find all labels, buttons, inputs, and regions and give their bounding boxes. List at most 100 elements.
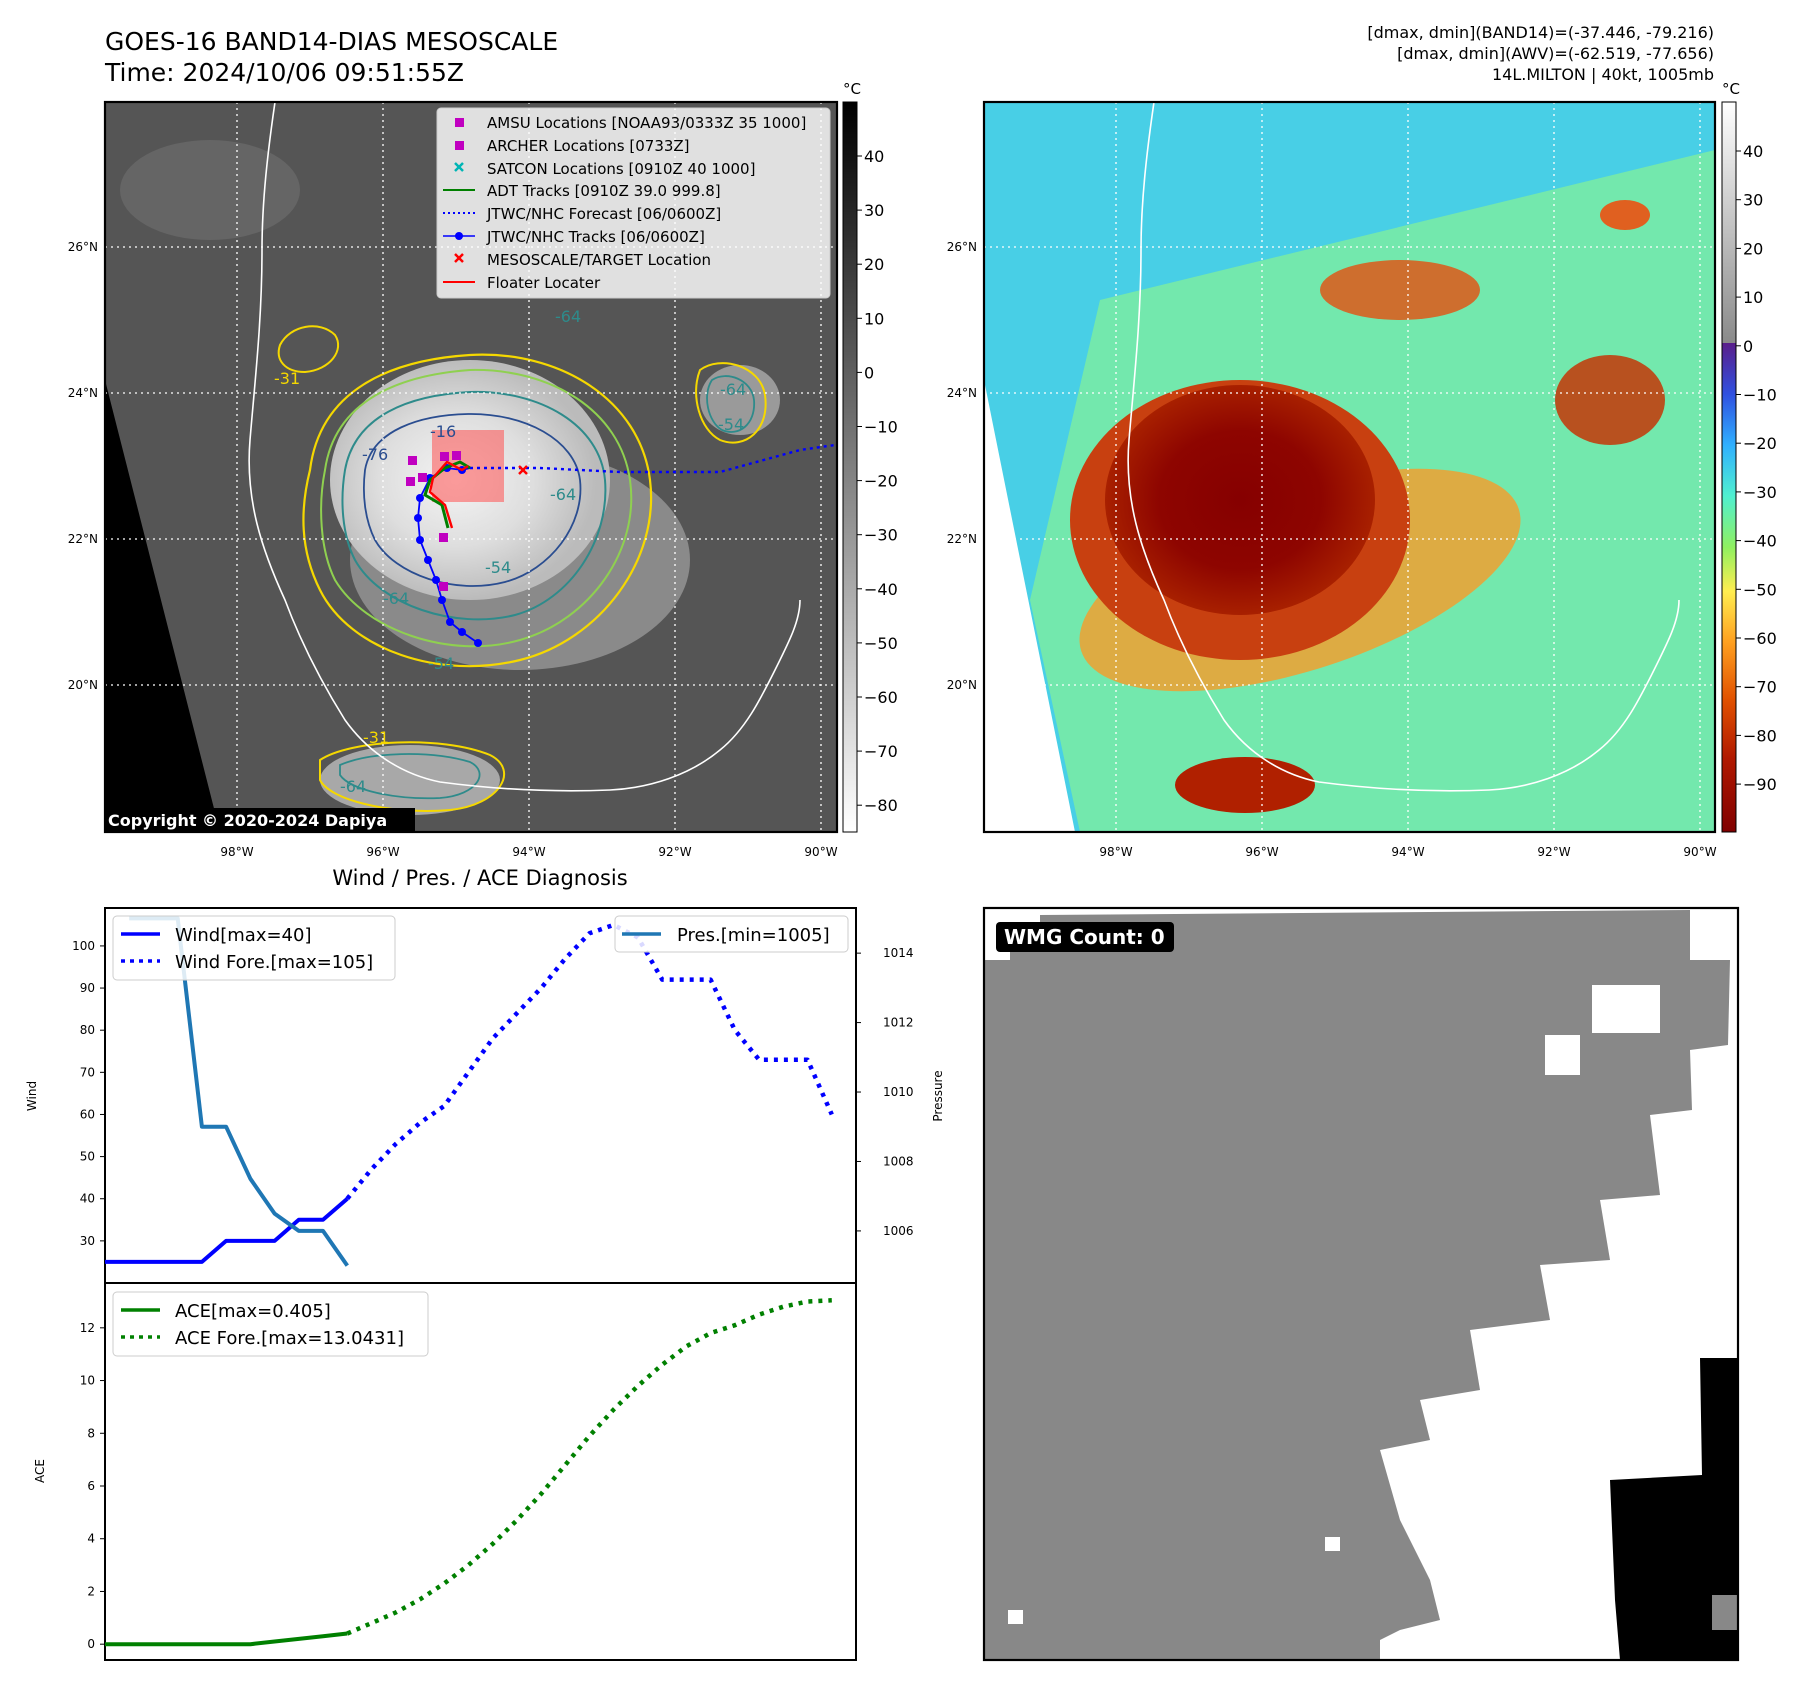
pres-legend-label: Pres.[min=1005] (677, 925, 830, 946)
awv-ne-blob (1600, 200, 1650, 230)
colorbar-gray-tick-label: −80 (864, 796, 898, 815)
awv-storm-core (1105, 385, 1375, 615)
colorbar-awv-tick-label: −30 (1743, 483, 1777, 502)
ir-no-data-region (105, 102, 220, 832)
ir-coastline (248, 102, 801, 792)
ir-cloud-patch (120, 140, 300, 240)
y2-tick-label: 1010 (883, 1085, 914, 1099)
y-tick-label: 60 (80, 1107, 95, 1121)
ace-legend: ACE[max=0.405] ACE Fore.[max=13.0431] (112, 1291, 429, 1357)
wmg-gap-4 (1325, 1537, 1340, 1551)
ir-lat-labels: 26°N 24°N 22°N 20°N (68, 240, 98, 692)
y-tick-label: 6 (87, 1479, 95, 1493)
svg-text:-31: -31 (274, 369, 300, 388)
ir-south-cloud (320, 745, 500, 815)
y2-tick-label: 1008 (883, 1154, 914, 1168)
svg-text:24°N: 24°N (947, 386, 977, 400)
pres-legend: Pres.[min=1005] (614, 915, 849, 953)
ace-legend-box (112, 1291, 429, 1357)
pres-legend-box (614, 915, 849, 953)
y2-tick-label: 1006 (883, 1224, 914, 1238)
colorbar-gray-tick-label: 30 (864, 201, 884, 220)
colorbar-gray-ticks: 40 30 20 10 0 −10 −20 −30 −40 −50 −60 −70 −80 (857, 147, 898, 815)
wind-legend: Wind[max=40] Wind Fore.[max=105] (112, 915, 396, 981)
legend-satcon-marker (454, 162, 464, 172)
svg-text:26°N: 26°N (947, 240, 977, 254)
y-tick-label: 12 (80, 1321, 95, 1335)
info-band14-range: [dmax, dmin](BAND14)=(-37.446, -79.216) (1367, 23, 1714, 42)
colorbar-gray-tick-label: 20 (864, 255, 884, 274)
legend-tracks: JTWC/NHC Tracks [06/0600Z] (486, 228, 705, 246)
info-awv-range: [dmax, dmin](AWV)=(-62.519, -77.656) (1397, 44, 1714, 63)
colorbar-gray-tick-label: −40 (864, 580, 898, 599)
svg-text:-64: -64 (720, 380, 746, 399)
wmg-gap-3 (1008, 1610, 1023, 1624)
legend-satcon: SATCON Locations [0910Z 40 1000] (487, 160, 755, 178)
colorbar-gray-tick-label: −30 (864, 526, 898, 545)
colorbar-awv-ramp (1721, 101, 1737, 833)
wmg-badge (996, 922, 1174, 952)
svg-text:98°W: 98°W (1099, 845, 1132, 859)
lat-26: 26°N (68, 240, 98, 254)
ace-series-line (105, 1631, 348, 1647)
y-tick-label: 2 (87, 1584, 95, 1598)
colorbar-gray-tick-label: −20 (864, 472, 898, 491)
colorbar-awv-tick-label: −80 (1743, 726, 1777, 745)
svg-text:-54: -54 (718, 415, 744, 434)
colorbar-gray-tick-label: −60 (864, 688, 898, 707)
colorbar-gray: °C 40 30 20 10 0 −10 −20 −30 −40 −50 −60 −70 −80 (842, 80, 898, 833)
colorbar-gray-tick-label: −50 (864, 634, 898, 653)
legend-archer-marker (455, 141, 464, 150)
svg-text:-64: -64 (383, 589, 409, 608)
colorbar-awv-tick-label: −50 (1743, 580, 1777, 599)
colorbar-awv-tick-label: −10 (1743, 386, 1777, 405)
wind-axis-label: Wind (25, 1081, 39, 1111)
awv-gridlines (984, 102, 1715, 832)
colorbar-awv-tick-label: −70 (1743, 678, 1777, 697)
legend-target-marker (454, 253, 464, 263)
svg-text:-31: -31 (363, 728, 389, 747)
lon-92: 92°W (658, 845, 691, 859)
awv-north-band (1320, 260, 1480, 320)
info-storm: 14L.MILTON | 40kt, 1005mb (1492, 65, 1714, 84)
colorbar-awv-tick-label: 20 (1743, 239, 1763, 258)
awv-south-blob (1175, 757, 1315, 813)
awv-no-data-region (984, 102, 1075, 832)
wind-legend-box (112, 915, 396, 981)
colorbar-awv-tick-label: −20 (1743, 434, 1777, 453)
svg-text:20°N: 20°N (947, 678, 977, 692)
colorbar-awv-tick-label: 0 (1743, 337, 1753, 356)
copyright-text: Copyright © 2020-2024 Dapiya (108, 811, 387, 830)
legend-forecast: JTWC/NHC Forecast [06/0600Z] (486, 205, 721, 223)
lat-20: 20°N (68, 678, 98, 692)
awv-lat-labels: 26°N 24°N 22°N 20°N (947, 240, 977, 692)
awv-lon-labels: 98°W 96°W 94°W 92°W 90°W (1099, 845, 1716, 859)
ir-contours (277, 325, 767, 812)
colorbar-awv-tick-label: −40 (1743, 532, 1777, 551)
map-legend: AMSU Locations [NOAA93/0333Z 35 1000] AR… (436, 107, 831, 299)
y-tick-label: 0 (87, 1637, 95, 1651)
y-tick-label: 30 (80, 1234, 95, 1248)
wmg-gap-1 (1592, 985, 1660, 1033)
wmg-gray-region (984, 910, 1730, 1660)
wmg-frame (982, 906, 1740, 1662)
legend-archer: ARCHER Locations [0733Z] (487, 137, 690, 155)
wmg-gray-patch (1712, 1595, 1738, 1630)
wind-legend-label: Wind[max=40] (175, 925, 312, 946)
mesoscale-target-marker (518, 465, 528, 475)
svg-text:-64: -64 (550, 485, 576, 504)
lon-94: 94°W (512, 845, 545, 859)
colorbar-awv-ticks: 40 30 20 10 0 −10 −20 −30 −40 −50 −60 −70 −80 −90 (1736, 142, 1777, 794)
map-ir-panel: -31 -76 -64 -64 -54 -64 -54 -64 -31 -54 … (68, 100, 839, 859)
wmg-gap-2 (1545, 1035, 1580, 1075)
ace-legend-label: ACE[max=0.405] (175, 1301, 331, 1322)
wind-fore-legend-label: Wind Fore.[max=105] (175, 952, 373, 973)
colorbar-gray-tick-label: 40 (864, 147, 884, 166)
svg-text:-76: -76 (362, 445, 388, 464)
ir-frame (103, 100, 839, 834)
colorbar-awv-unit: °C (1722, 80, 1740, 98)
legend-amsu: AMSU Locations [NOAA93/0333Z 35 1000] (487, 114, 806, 132)
map-awv-panel: 26°N 24°N 22°N 20°N 98°W 96°W 94°W 92°W … (947, 100, 1717, 859)
ir-lon-labels: 98°W 96°W 94°W 92°W 90°W (220, 845, 837, 859)
